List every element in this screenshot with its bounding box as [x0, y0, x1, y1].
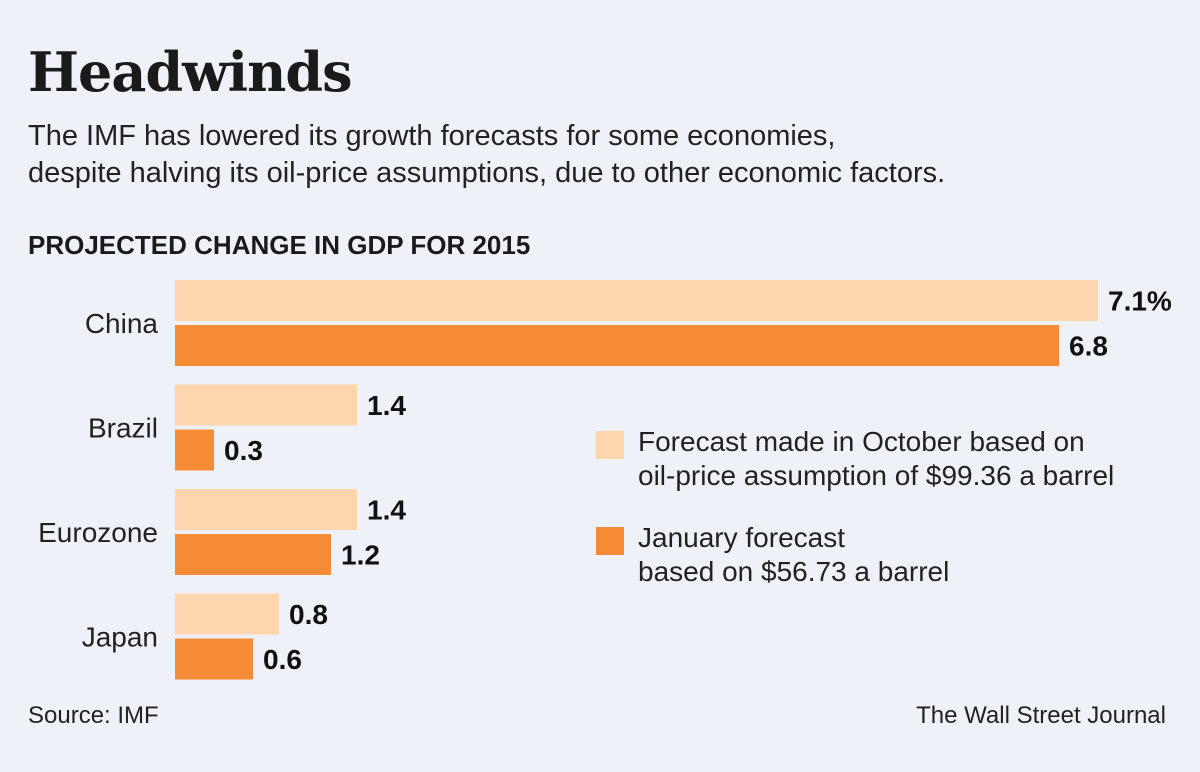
subtitle-line-2: despite halving its oil-price assumption…: [28, 157, 946, 189]
bar-eurozone-january: [175, 534, 331, 575]
chart-heading: PROJECTED CHANGE IN GDP FOR 2015: [28, 230, 531, 260]
bar-brazil-january: [175, 429, 214, 471]
bar-japan-october: [175, 593, 279, 635]
bar-japan-january: [175, 638, 253, 680]
legend-october-swatch: [596, 431, 624, 459]
value-label-eurozone-october: 1.4: [367, 495, 406, 526]
publisher-credit: The Wall Street Journal: [916, 702, 1166, 729]
source-note: Source: IMF: [28, 702, 159, 729]
category-label-brazil: Brazil: [88, 413, 158, 444]
chart-subtitle: The IMF has lowered its growth forecasts…: [28, 118, 1188, 192]
legend-january-text: January forecast based on $56.73 a barre…: [638, 521, 1198, 589]
value-label-eurozone-january: 1.2: [341, 540, 380, 571]
bar-eurozone-october: [175, 489, 357, 530]
legend-october-line-2: oil-price assumption of $99.36 a barrel: [638, 460, 1115, 491]
value-label-china-october: 7.1%: [1108, 286, 1172, 317]
legend-october-line-1: Forecast made in October based on: [638, 426, 1085, 457]
category-label-japan: Japan: [82, 622, 158, 653]
bar-chart: China 7.1%6.8 Brazil 1.4 0.3 Eurozone 1.4 1.2 Ja…: [38, 280, 1172, 680]
value-label-japan-october: 0.8: [289, 599, 328, 630]
subtitle-line-1: The IMF has lowered its growth forecasts…: [28, 120, 836, 152]
value-label-brazil-october: 1.4: [367, 390, 406, 421]
chart-title: Headwinds: [28, 40, 353, 104]
value-label-brazil-january: 0.3: [224, 435, 263, 466]
value-label-japan-january: 0.6: [263, 644, 302, 675]
legend-january-line-1: January forecast: [638, 522, 845, 553]
bar-brazil-october: [175, 384, 357, 426]
value-label-china-january: 6.8: [1069, 331, 1108, 362]
category-label-eurozone: Eurozone: [38, 517, 158, 548]
legend-january-line-2: based on $56.73 a barrel: [638, 556, 950, 587]
bar-china-october: [175, 280, 1098, 321]
legend-october-text: Forecast made in October based on oil-pr…: [638, 425, 1198, 493]
legend-january-swatch: [596, 527, 624, 555]
bar-china-january: [175, 325, 1059, 366]
category-label-china: China: [85, 308, 159, 339]
